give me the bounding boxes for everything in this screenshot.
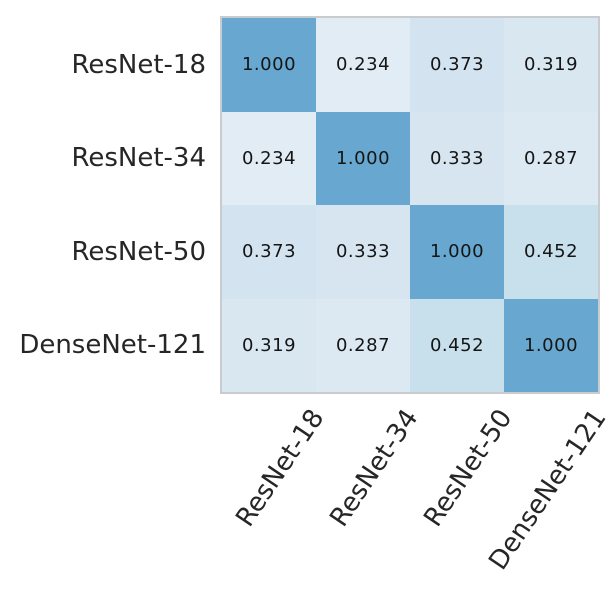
cell-value: 0.452 — [429, 334, 485, 356]
heatmap-cell: 0.287 — [316, 298, 410, 392]
heatmap-cell: 0.333 — [316, 205, 410, 299]
heatmap-cell: 1.000 — [316, 111, 410, 205]
cell-value: 0.234 — [335, 54, 391, 76]
heatmap-cell: 0.234 — [222, 111, 316, 205]
x-tick-label: ResNet-18 — [230, 404, 331, 533]
heatmap-cell: 0.287 — [504, 111, 598, 205]
cell-value: 1.000 — [335, 147, 391, 169]
heatmap-cell: 1.000 — [222, 18, 316, 112]
heatmap-cell: 0.319 — [222, 298, 316, 392]
y-tick-label: ResNet-50 — [71, 236, 206, 267]
cell-value: 0.287 — [335, 334, 391, 356]
cell-value: 0.373 — [429, 54, 485, 76]
cell-value: 0.333 — [335, 241, 391, 263]
cell-value: 0.319 — [241, 334, 297, 356]
heatmap-cell: 0.234 — [316, 18, 410, 112]
heatmap: 1.000 0.234 0.373 0.319 0.234 1.000 0.333 0.287… — [220, 16, 600, 394]
y-axis-labels: ResNet-18 ResNet-34 ResNet-50 DenseNet-121 — [0, 0, 206, 394]
cell-value: 0.373 — [241, 241, 297, 263]
y-tick-label: ResNet-18 — [71, 49, 206, 80]
y-tick-label: DenseNet-121 — [19, 330, 206, 361]
cell-value: 1.000 — [241, 54, 297, 76]
heatmap-cell: 0.319 — [504, 18, 598, 112]
cell-value: 0.333 — [429, 147, 485, 169]
x-tick-label: ResNet-34 — [324, 404, 425, 533]
heatmap-cell: 0.333 — [410, 111, 504, 205]
cell-value: 0.287 — [523, 147, 579, 169]
cell-value: 0.452 — [523, 241, 579, 263]
x-tick-label: ResNet-50 — [418, 404, 519, 533]
heatmap-cell: 1.000 — [410, 205, 504, 299]
cell-value: 0.234 — [241, 147, 297, 169]
heatmap-cell: 0.452 — [504, 205, 598, 299]
y-tick-label: ResNet-34 — [71, 143, 206, 174]
heatmap-cell: 0.373 — [410, 18, 504, 112]
heatmap-cell: 1.000 — [504, 298, 598, 392]
heatmap-cell: 0.452 — [410, 298, 504, 392]
cell-value: 0.319 — [523, 54, 579, 76]
heatmap-cell: 0.373 — [222, 205, 316, 299]
cell-value: 1.000 — [429, 241, 485, 263]
cell-value: 1.000 — [523, 334, 579, 356]
